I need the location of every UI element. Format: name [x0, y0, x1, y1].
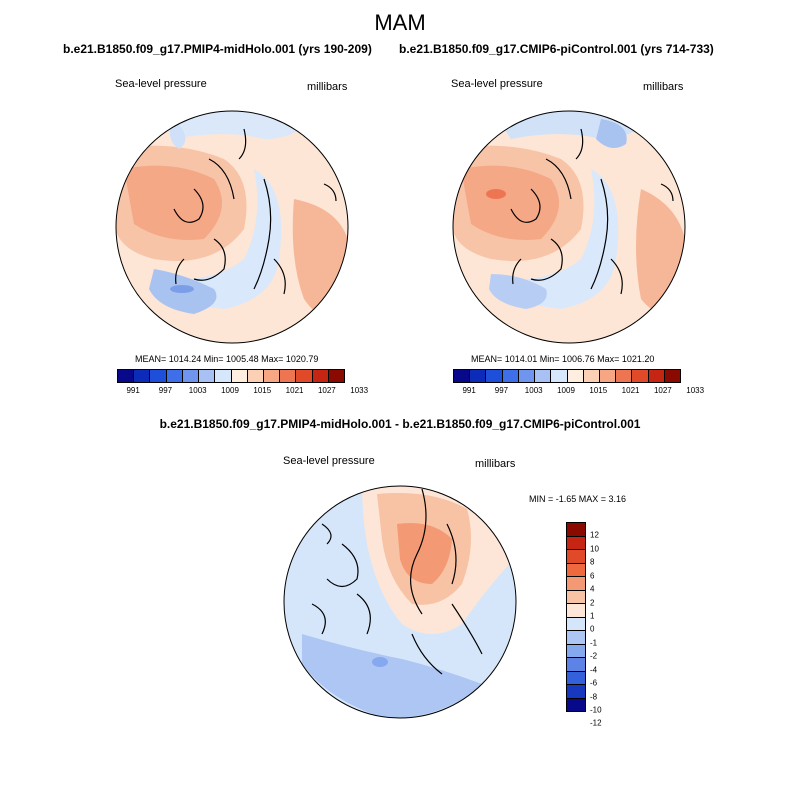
colorbar-swatch — [454, 370, 471, 382]
colorbar-swatch — [567, 604, 585, 618]
colorbar-swatch — [567, 523, 585, 537]
colorbar-tick-label: -10 — [590, 705, 602, 715]
colorbar-swatch — [567, 590, 585, 604]
diff-panel-units: millibars — [475, 458, 516, 470]
colorbar-tick-label: 991 — [126, 386, 140, 395]
colorbar-tick-label: -1 — [590, 638, 598, 648]
colorbar-tick-label: 997 — [158, 386, 173, 395]
colorbar-tick-label: 1033 — [686, 386, 705, 395]
diff-panel-title: b.e21.B1850.f09_g17.PMIP4-midHolo.001 - … — [159, 417, 641, 431]
diff-panel-variable: Sea-level pressure — [283, 455, 375, 467]
colorbar-swatch — [312, 370, 329, 382]
colorbar-swatch — [664, 370, 681, 382]
colorbar-tick-label: 1015 — [253, 386, 272, 395]
colorbar-tick-label: 1021 — [285, 386, 304, 395]
colorbar-swatch — [150, 370, 167, 382]
colorbar-swatch — [567, 685, 585, 699]
colorbar-panel-1 — [117, 369, 345, 383]
map-panel-1 — [115, 110, 349, 344]
diff-panel-stats: MIN = -1.65 MAX = 3.16 — [529, 494, 627, 504]
colorbar-swatch — [583, 370, 600, 382]
colorbar-tick-label: -4 — [590, 665, 598, 675]
colorbar-swatch — [551, 370, 568, 382]
colorbar-tick-label: 1033 — [350, 386, 369, 395]
colorbar-diff — [566, 522, 586, 712]
colorbar-tick-label: 2 — [590, 598, 595, 608]
map-panel-diff — [283, 485, 517, 719]
panel-2-variable: Sea-level pressure — [451, 78, 543, 90]
colorbar-tick-label: -12 — [590, 718, 602, 728]
colorbar-swatch — [118, 370, 135, 382]
colorbar-swatch — [632, 370, 649, 382]
colorbar-swatch — [567, 577, 585, 591]
colorbar-tick-label: 1003 — [524, 386, 543, 395]
colorbar-tick-label: 8 — [590, 557, 595, 567]
colorbar-swatch — [134, 370, 151, 382]
colorbar-swatch — [231, 370, 248, 382]
colorbar-swatch — [280, 370, 297, 382]
colorbar-swatch — [567, 370, 584, 382]
colorbar-panel-2-ticks: 991 997 1003 1009 1015 1021 1027 1033 — [453, 386, 704, 398]
colorbar-diff-ticks: 12 10 8 6 4 2 1 0 -1 -2 -4 -6 -8 -10 -12 — [590, 522, 620, 728]
colorbar-tick-label: 1 — [590, 611, 595, 621]
colorbar-tick-label: 10 — [590, 544, 599, 554]
colorbar-swatch — [328, 370, 345, 382]
colorbar-swatch — [567, 563, 585, 577]
colorbar-tick-label: -2 — [590, 651, 598, 661]
map-panel-2 — [452, 110, 686, 344]
colorbar-swatch — [199, 370, 216, 382]
panel-2-title: b.e21.B1850.f09_g17.CMIP6-piControl.001 … — [399, 42, 714, 56]
colorbar-swatch — [263, 370, 281, 382]
colorbar-swatch — [567, 698, 585, 711]
colorbar-panel-2 — [453, 369, 681, 383]
colorbar-tick-label: 991 — [462, 386, 476, 395]
colorbar-swatch — [567, 644, 585, 658]
colorbar-swatch — [247, 370, 264, 382]
colorbar-swatch — [567, 658, 585, 672]
colorbar-swatch — [166, 370, 183, 382]
panel-1-units: millibars — [307, 81, 348, 93]
colorbar-tick-label: 997 — [494, 386, 509, 395]
panel-2-stats: MEAN= 1014.01 Min= 1006.76 Max= 1021.20 — [471, 354, 655, 364]
colorbar-tick-label: 1027 — [317, 386, 336, 395]
main-title: MAM — [374, 10, 426, 35]
colorbar-swatch — [567, 536, 585, 550]
colorbar-tick-label: 1027 — [653, 386, 672, 395]
panel-2-units: millibars — [643, 81, 684, 93]
colorbar-swatch — [567, 550, 585, 564]
colorbar-swatch — [470, 370, 487, 382]
colorbar-swatch — [599, 370, 617, 382]
colorbar-tick-label: 1021 — [621, 386, 640, 395]
colorbar-tick-label: 1009 — [557, 386, 575, 395]
colorbar-tick-label: 1015 — [589, 386, 608, 395]
colorbar-tick-label: 1009 — [221, 386, 239, 395]
colorbar-swatch — [567, 631, 585, 645]
colorbar-swatch — [502, 370, 519, 382]
colorbar-swatch — [648, 370, 665, 382]
colorbar-swatch — [296, 370, 313, 382]
panel-1-stats: MEAN= 1014.24 Min= 1005.48 Max= 1020.79 — [135, 354, 319, 364]
colorbar-swatch — [567, 617, 585, 631]
colorbar-tick-label: 6 — [590, 571, 595, 581]
colorbar-tick-label: 4 — [590, 584, 595, 594]
colorbar-swatch — [535, 370, 552, 382]
colorbar-tick-label: 0 — [590, 624, 595, 634]
colorbar-tick-label: -6 — [590, 678, 598, 688]
colorbar-swatch — [616, 370, 633, 382]
colorbar-swatch — [567, 671, 585, 685]
colorbar-tick-label: 12 — [590, 530, 599, 540]
colorbar-swatch — [518, 370, 536, 382]
colorbar-swatch — [182, 370, 200, 382]
colorbar-tick-label: -8 — [590, 692, 598, 702]
panel-1-title: b.e21.B1850.f09_g17.PMIP4-midHolo.001 (y… — [63, 42, 372, 56]
colorbar-swatch — [486, 370, 503, 382]
colorbar-swatch — [215, 370, 232, 382]
colorbar-tick-label: 1003 — [188, 386, 207, 395]
colorbar-panel-1-ticks: 991 997 1003 1009 1015 1021 1027 1033 — [117, 386, 368, 398]
panel-1-variable: Sea-level pressure — [115, 78, 207, 90]
